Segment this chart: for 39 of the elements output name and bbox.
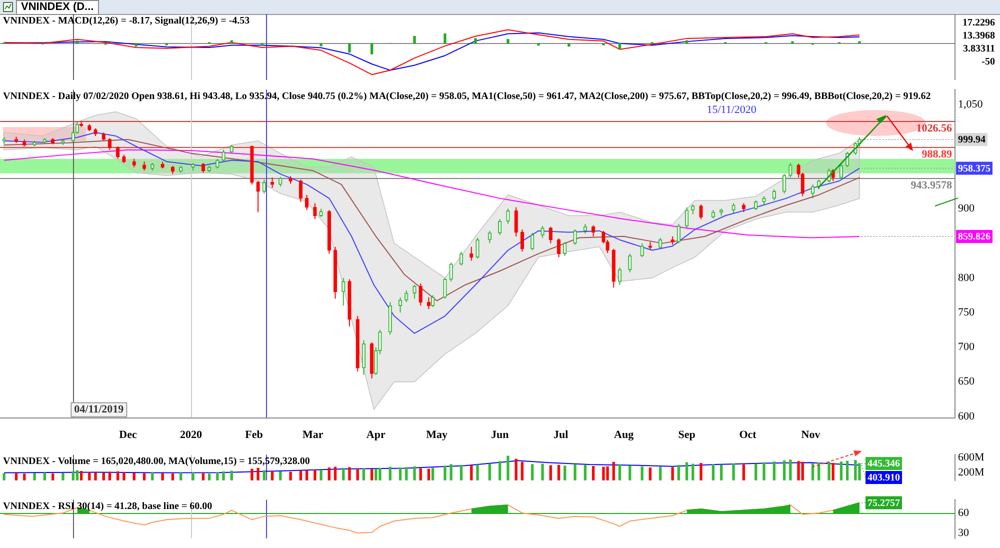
y-tick-label: 800 bbox=[958, 272, 975, 284]
annotation: 445.346 bbox=[868, 458, 900, 470]
ref-line-label: 988.89 bbox=[922, 148, 952, 160]
y-tick-label: 30 bbox=[958, 526, 970, 539]
annotation: 999.94 bbox=[958, 134, 986, 146]
x-tick-label: Apr bbox=[366, 429, 386, 442]
y-tick-label: 600 bbox=[958, 410, 975, 422]
x-tick-label: Sep bbox=[678, 429, 696, 442]
text: VNINDEX (D... bbox=[16, 0, 99, 15]
x-tick-label: Nov bbox=[801, 429, 821, 442]
y-tick-label: 200M bbox=[958, 466, 984, 479]
y-tick-label: 650 bbox=[958, 376, 975, 388]
annotation: 403.910 bbox=[868, 472, 900, 484]
text: 13.3968 bbox=[962, 30, 995, 42]
x-tick-label: Dec bbox=[119, 429, 137, 442]
text: 3.83311 bbox=[963, 44, 995, 55]
x-tick-label: May bbox=[426, 429, 448, 442]
annotation: 859.826 bbox=[958, 232, 990, 243]
annotation: 958.375 bbox=[958, 163, 990, 174]
x-tick-label: Jun bbox=[490, 429, 509, 442]
x-tick-label: Aug bbox=[614, 429, 634, 442]
y-tick-label: 60 bbox=[958, 506, 970, 519]
y-tick-label: 700 bbox=[958, 341, 975, 354]
x-tick-label: Feb bbox=[245, 429, 263, 442]
x-tick-label: Oct bbox=[739, 429, 757, 442]
y-tick-label: 750 bbox=[958, 306, 975, 318]
y-tick-label: 1,050 bbox=[958, 98, 984, 111]
text: 17.2296 bbox=[962, 18, 995, 29]
text: -50 bbox=[982, 56, 995, 68]
ref-line-label: 04/11/2019 bbox=[74, 404, 124, 416]
y-tick-label: 900 bbox=[958, 202, 975, 215]
x-tick-label: Jul bbox=[553, 429, 568, 442]
x-tick-label: 2020 bbox=[180, 429, 202, 442]
ref-line-label: 943.9578 bbox=[910, 180, 952, 192]
annotation: 15/11/2020 bbox=[706, 104, 757, 116]
x-tick-label: Mar bbox=[302, 429, 324, 442]
ref-line-label: 1026.56 bbox=[916, 122, 952, 134]
annotation: 75.2757 bbox=[868, 498, 900, 509]
y-tick-label: 600M bbox=[958, 452, 984, 464]
